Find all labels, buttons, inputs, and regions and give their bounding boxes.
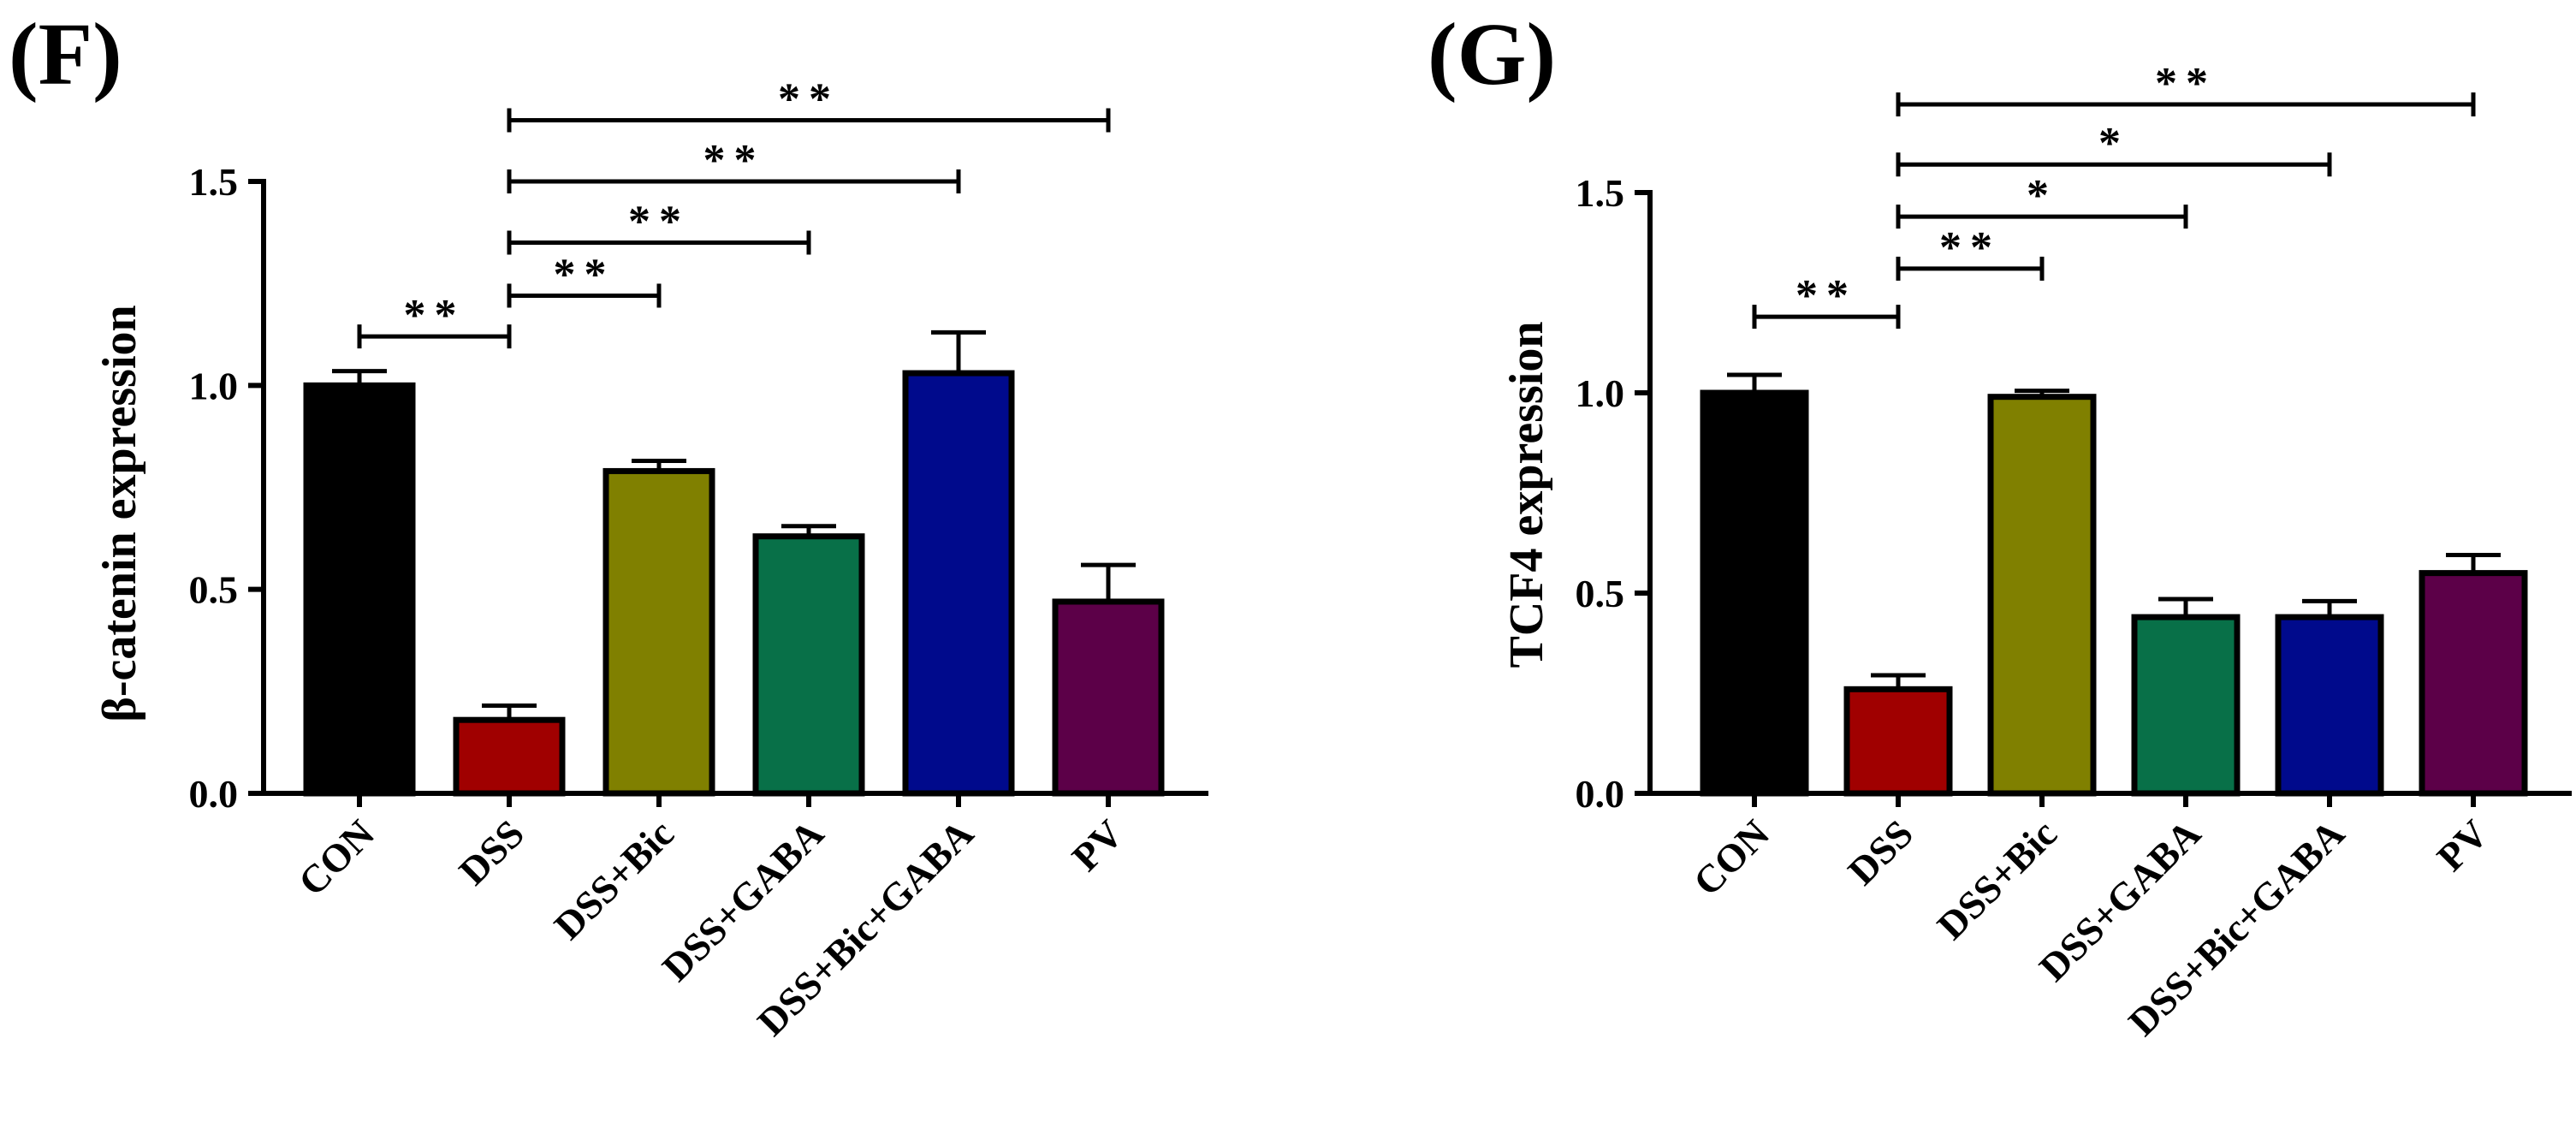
y-tick-label: 1.0 <box>1576 371 1625 415</box>
y-axis-label: β-catenin expression <box>93 305 146 721</box>
y-tick-label: 0.5 <box>189 568 239 612</box>
bar-dss-bic <box>1987 394 2097 797</box>
y-tick-label: 0.0 <box>189 772 239 816</box>
significance-label: * <box>2098 119 2129 168</box>
y-tick-label: 0.0 <box>1576 772 1625 816</box>
bar-con <box>1700 389 1809 797</box>
significance-label: ** <box>778 75 840 124</box>
x-tick-label: CON <box>1685 811 1778 904</box>
x-tick-label: DSS <box>1839 811 1921 893</box>
y-axis-label: TCF4 expression <box>1500 322 1553 668</box>
bar-dss-gaba <box>752 533 865 797</box>
panel-f: (F) β-catenin expression 0.0 0.5 1.0 1.5 CON… <box>9 5 1208 1044</box>
y-tick-label: 1.0 <box>189 364 239 407</box>
panel-letter: (G) <box>1427 5 1556 104</box>
bar-con <box>303 382 416 797</box>
bar-dss-bic-gaba <box>902 370 1015 797</box>
significance-label: * <box>2027 171 2057 220</box>
bar-dss-bic-gaba <box>2275 614 2384 797</box>
significance-label: ** <box>404 291 466 340</box>
x-tick-label: DSS+Bic <box>1929 811 2065 947</box>
y-tick-label: 1.5 <box>189 160 239 204</box>
x-tick-label: CON <box>290 811 383 904</box>
bar-dss <box>453 716 566 797</box>
bar-pv <box>2419 570 2528 797</box>
significance-label: ** <box>628 198 690 246</box>
y-tick-label: 0.5 <box>1576 572 1625 615</box>
bar-dss <box>1843 686 1953 797</box>
x-tick-label: PV <box>1064 811 1131 879</box>
y-tick-label: 1.5 <box>1576 171 1625 215</box>
panel-g: (G) TCF4 expression 0.0 0.5 1.0 1.5 CON DSS DS… <box>1427 5 2572 1044</box>
panel-letter: (F) <box>9 5 122 104</box>
significance-label: ** <box>2155 59 2217 108</box>
bar-dss-gaba <box>2131 614 2241 797</box>
significance-label: ** <box>703 136 765 185</box>
bar-dss-bic <box>602 467 715 797</box>
bar-pv <box>1052 598 1165 797</box>
x-tick-label: DSS+Bic <box>546 811 682 947</box>
x-tick-label: PV <box>2429 811 2496 879</box>
significance-label: ** <box>554 250 615 299</box>
significance-label: ** <box>1939 223 2001 272</box>
x-tick-label: DSS <box>450 811 532 893</box>
significance-label: ** <box>1795 271 1857 320</box>
